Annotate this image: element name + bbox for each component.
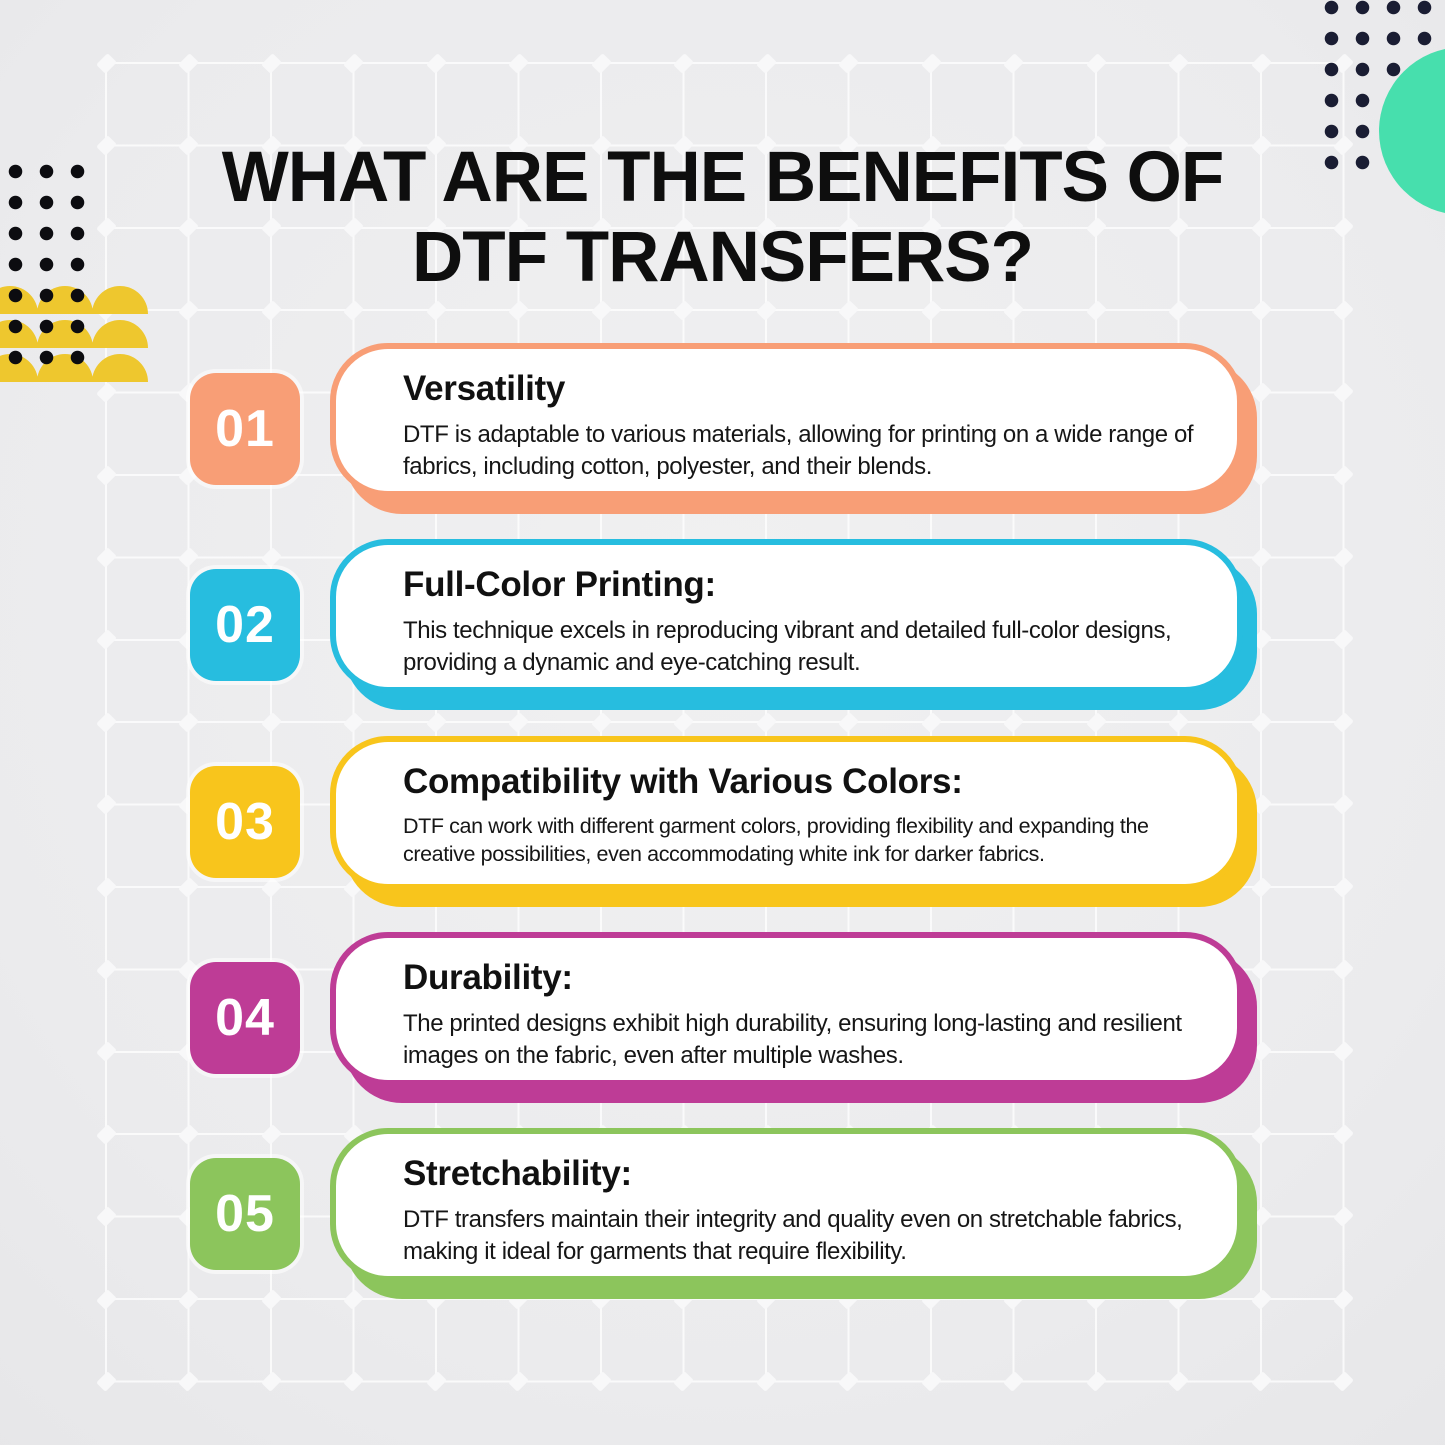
- benefit-title: Full-Color Printing:: [403, 565, 716, 604]
- benefit-card-1: Versatility DTF is adaptable to various …: [330, 343, 1243, 497]
- benefit-item-2: 02 Full-Color Printing: This technique e…: [190, 539, 1257, 693]
- benefit-title: Compatibility with Various Colors:: [403, 762, 963, 801]
- badge-number: 05: [215, 1185, 275, 1243]
- benefit-description: The printed designs exhibit high durabil…: [403, 1010, 1182, 1069]
- benefit-description: DTF is adaptable to various materials, a…: [403, 421, 1194, 480]
- benefit-description: DTF transfers maintain their integrity a…: [403, 1206, 1183, 1265]
- badge-number: 03: [215, 793, 275, 851]
- benefit-card-5: Stretchability: DTF transfers maintain t…: [330, 1128, 1243, 1282]
- page-title: WHAT ARE THE BENEFITS OF DTF TRANSFERS?: [0, 138, 1445, 298]
- benefit-description: This technique excels in reproducing vib…: [403, 617, 1172, 676]
- dots-pattern-left-icon: [0, 156, 93, 373]
- benefit-card-2: Full-Color Printing: This technique exce…: [330, 539, 1243, 693]
- benefit-item-4: 04 Durability: The printed designs exhib…: [190, 932, 1257, 1086]
- badge-number: 04: [215, 989, 275, 1047]
- number-badge-1: 01: [190, 373, 300, 485]
- number-badge-2: 02: [190, 569, 300, 681]
- badge-number: 02: [215, 596, 275, 654]
- benefit-card-4: Durability: The printed designs exhibit …: [330, 932, 1243, 1086]
- benefit-item-5: 05 Stretchability: DTF transfers maintai…: [190, 1128, 1257, 1282]
- badge-number: 01: [215, 400, 275, 458]
- benefit-description: DTF can work with different garment colo…: [403, 814, 1149, 867]
- number-badge-4: 04: [190, 962, 300, 1074]
- number-badge-5: 05: [190, 1158, 300, 1270]
- benefit-item-1: 01 Versatility DTF is adaptable to vario…: [190, 343, 1257, 497]
- benefit-item-3: 03 Compatibility with Various Colors: DT…: [190, 736, 1257, 890]
- number-badge-3: 03: [190, 766, 300, 878]
- page-title-text: WHAT ARE THE BENEFITS OF DTF TRANSFERS?: [221, 138, 1225, 298]
- benefit-title: Versatility: [403, 369, 566, 408]
- benefit-title: Stretchability:: [403, 1154, 632, 1193]
- benefit-title: Durability:: [403, 958, 573, 997]
- benefit-card-3: Compatibility with Various Colors: DTF c…: [330, 736, 1243, 890]
